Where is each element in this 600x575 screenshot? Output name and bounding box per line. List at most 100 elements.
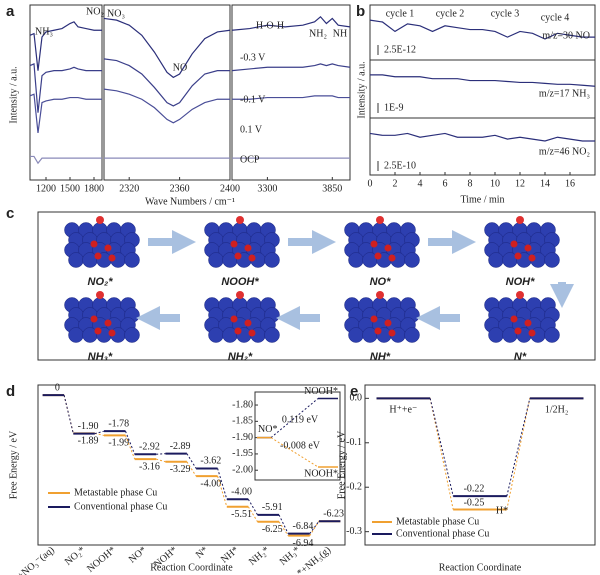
spectrum-line xyxy=(29,21,102,71)
annotation: NO₃ xyxy=(107,8,125,19)
atom-o xyxy=(108,329,116,337)
y-tick-label: 0.0 xyxy=(350,393,363,404)
series-label: -0.3 V xyxy=(240,52,266,63)
value-label: -3.16 xyxy=(139,461,160,472)
y-axis-label: Intensity / a.u. xyxy=(356,61,367,118)
panel-label: b xyxy=(356,3,365,20)
adsorbate xyxy=(376,216,384,224)
y-tick-label: -1.90 xyxy=(232,432,253,443)
legend-label: Conventional phase Cu xyxy=(74,501,167,512)
x-tick-label: *+NO₃⁻(aq) xyxy=(11,545,56,575)
atom xyxy=(488,327,504,343)
y-tick-label: -1.80 xyxy=(232,399,253,410)
series-label: -0.1 V xyxy=(240,94,266,105)
series-label: m/z=30 NO xyxy=(542,30,590,41)
value-label: -3.29 xyxy=(170,464,191,475)
value-label: -4.00 xyxy=(200,478,221,489)
plot-frame xyxy=(37,384,346,546)
value-label: -2.89 xyxy=(170,441,191,452)
connector xyxy=(217,475,228,507)
atom-o xyxy=(514,327,522,335)
connector xyxy=(125,430,136,455)
node-label: NH* xyxy=(370,351,391,363)
surface-model xyxy=(484,291,560,343)
series-label: OCP xyxy=(240,154,260,165)
value-label: -2.92 xyxy=(139,442,160,453)
annotation: cycle 3 xyxy=(491,8,520,19)
x-tick-label: NO* xyxy=(127,545,149,566)
atom-o xyxy=(94,252,102,260)
legend-label: Metastable phase Cu xyxy=(396,516,479,527)
category-label: H⁺+e⁻ xyxy=(389,405,417,416)
x-axis-label: Time / min xyxy=(460,194,504,205)
connector xyxy=(278,514,289,534)
connector xyxy=(309,521,320,536)
adsorbate xyxy=(236,216,244,224)
surface-model xyxy=(484,216,560,268)
atom-o xyxy=(230,315,238,323)
atom-o xyxy=(528,329,536,337)
plot-frame xyxy=(369,4,596,176)
x-tick-label: 12 xyxy=(515,178,525,189)
annotation: NH₃ xyxy=(35,26,53,37)
inset-frame xyxy=(254,391,341,481)
atom-o xyxy=(384,319,392,327)
annotation: H-O-H xyxy=(256,20,284,31)
connector xyxy=(186,453,197,469)
connector xyxy=(270,437,319,468)
node-label: NH₃* xyxy=(88,351,113,363)
node-label: NOOH* xyxy=(221,276,259,288)
x-tick-label: 0 xyxy=(368,178,373,189)
node-label: NO* xyxy=(370,276,392,288)
x-tick-label: *+NH₃(g) xyxy=(295,545,333,575)
y-axis-label: Free Energy / eV xyxy=(336,430,347,499)
connector xyxy=(94,430,105,435)
series-label: 0.1 V xyxy=(240,124,263,135)
atom-o xyxy=(510,315,518,323)
atom-o xyxy=(510,240,518,248)
scheme-frame xyxy=(37,211,596,361)
x-tick-label: N* xyxy=(194,545,210,561)
atom xyxy=(68,252,84,268)
atom-o xyxy=(230,240,238,248)
annotation: -0.008 eV xyxy=(280,440,321,451)
spectrum-line xyxy=(231,63,351,72)
atom xyxy=(544,327,560,343)
x-tick-label: 10 xyxy=(490,178,500,189)
adsorbate xyxy=(96,216,104,224)
value-label: -5.91 xyxy=(262,502,283,513)
surface-model xyxy=(204,216,280,268)
x-axis-label: Wave Numbers / cm⁻¹ xyxy=(145,196,235,207)
connector xyxy=(94,432,105,436)
value-label: -1.89 xyxy=(78,436,99,447)
y-tick-label: -0.2 xyxy=(346,482,362,493)
category-label: NOOH* xyxy=(304,386,338,397)
panel-label: c xyxy=(6,205,14,222)
spectrum-line xyxy=(231,15,351,31)
atom-o xyxy=(528,254,536,262)
value-label: -1.99 xyxy=(108,438,129,449)
connector xyxy=(186,461,197,477)
spectrum-line xyxy=(29,93,102,133)
value-label: -1.78 xyxy=(108,418,129,429)
connector xyxy=(63,395,74,434)
surface-model xyxy=(64,216,140,268)
atom-o xyxy=(108,254,116,262)
annotation: NH₂ xyxy=(309,28,327,39)
value-label: -4.00 xyxy=(231,487,252,498)
atom xyxy=(68,327,84,343)
connector xyxy=(125,435,136,460)
spectrum-line xyxy=(103,58,230,107)
x-tick-label: 2400 xyxy=(220,183,240,194)
atom-o xyxy=(524,244,532,252)
x-tick-label: 14 xyxy=(540,178,550,189)
connector xyxy=(506,398,531,510)
spectrum-line xyxy=(369,19,595,40)
x-tick-label: NOOH* xyxy=(85,545,118,575)
spectrum-line xyxy=(29,63,102,113)
atom-o xyxy=(524,319,532,327)
panel-label: d xyxy=(6,383,15,400)
atom xyxy=(208,252,224,268)
value-label: -5.51 xyxy=(231,509,252,520)
atom-o xyxy=(234,327,242,335)
